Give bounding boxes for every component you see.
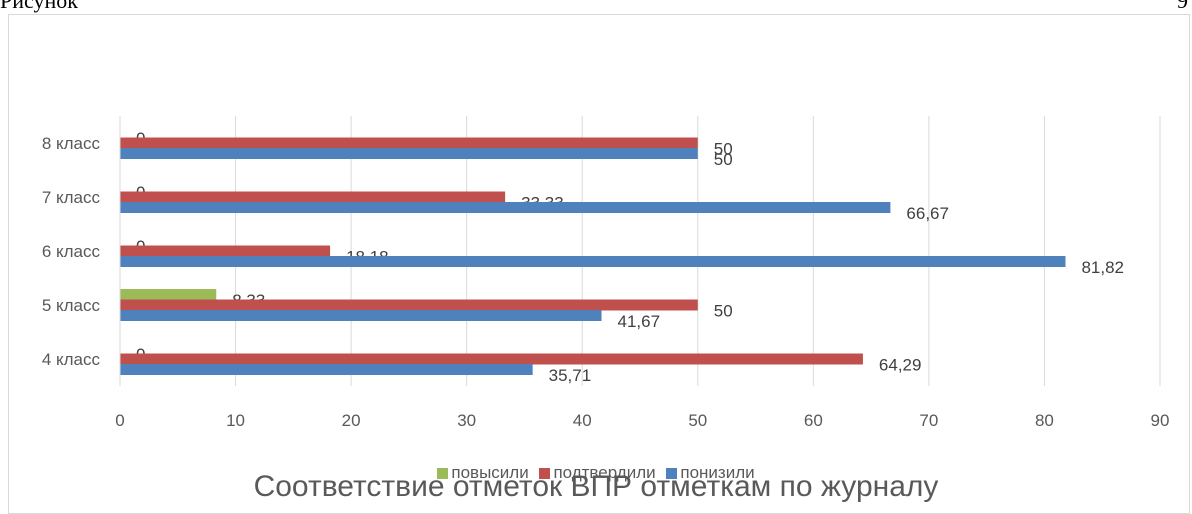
x-tick-label-0: 0 — [115, 411, 124, 430]
legend-label-povysili: повысили — [451, 463, 529, 482]
legend-swatch-ponizili — [666, 467, 678, 479]
legend-swatch-povysili — [437, 467, 449, 479]
y-tick-label-4: 8 класс — [42, 134, 101, 153]
legend-swatch-podtverdili — [539, 467, 551, 479]
x-tick-label-2: 20 — [342, 411, 361, 430]
y-tick-label-2: 6 класс — [42, 242, 101, 261]
data-label-1-1: 50 — [714, 302, 733, 321]
data-label-2-1: 41,67 — [618, 312, 661, 331]
y-tick-label-3: 7 класс — [42, 188, 101, 207]
x-tick-label-4: 40 — [573, 411, 592, 430]
y-tick-label-1: 5 класс — [42, 296, 101, 315]
x-tick-label-9: 90 — [1151, 411, 1170, 430]
y-tick-label-0: 4 класс — [42, 350, 101, 369]
bar-2-4 — [120, 148, 698, 159]
legend-item-podtverdili: подтвердили — [539, 463, 656, 483]
data-label-2-3: 66,67 — [906, 204, 949, 223]
bar-2-0 — [120, 364, 533, 375]
bar-2-2 — [120, 256, 1066, 267]
figure-caption-label: Рисунок — [0, 0, 78, 13]
bar-1-4 — [120, 137, 698, 149]
bar-0-1 — [120, 289, 217, 300]
x-tick-label-5: 50 — [688, 411, 707, 430]
x-tick-label-1: 10 — [226, 411, 245, 430]
x-tick-label-8: 80 — [1035, 411, 1054, 430]
chart-title: Соответствие отметок ВПР отметкам по жур… — [253, 470, 939, 503]
bar-1-2 — [120, 245, 331, 257]
data-label-2-0: 35,71 — [549, 366, 592, 385]
x-tick-label-6: 60 — [804, 411, 823, 430]
legend-label-podtverdili: подтвердили — [553, 463, 656, 482]
page-header: Рисунок 9 — [0, 0, 1192, 13]
bar-1-0 — [120, 353, 863, 365]
data-label-1-4: 50 — [714, 140, 733, 159]
chart-legend: повысили подтвердили понизили — [0, 463, 1192, 484]
x-tick-label-7: 70 — [919, 411, 938, 430]
legend-item-povysili: повысили — [437, 463, 529, 483]
legend-label-ponizili: понизили — [680, 463, 755, 482]
data-label-1-0: 64,29 — [879, 356, 922, 375]
x-tick-label-3: 30 — [457, 411, 476, 430]
bar-1-3 — [120, 191, 506, 203]
data-label-2-2: 81,82 — [1081, 258, 1124, 277]
data-label-2-4: 50 — [714, 150, 733, 169]
bar-2-3 — [120, 202, 891, 213]
bar-2-1 — [120, 310, 602, 321]
legend-item-ponizili: понизили — [666, 463, 755, 483]
page-number: 9 — [1177, 0, 1188, 13]
bar-1-1 — [120, 299, 698, 311]
